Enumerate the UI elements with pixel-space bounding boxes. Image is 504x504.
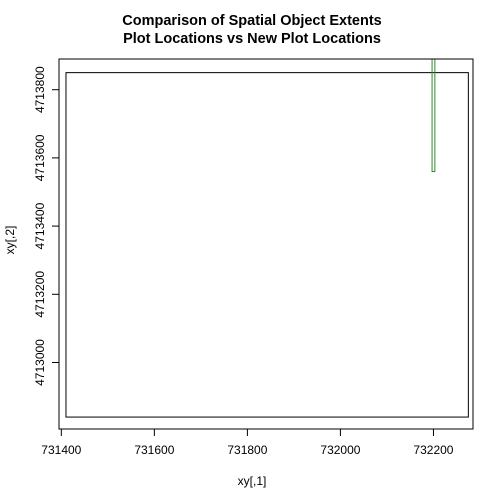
x-tick-label: 731400	[41, 443, 81, 457]
y-tick-label: 4713600	[33, 134, 47, 181]
x-axis-label: xy[,1]	[237, 474, 267, 488]
y-tick-label: 4713400	[33, 202, 47, 249]
series-extent-1	[65, 72, 469, 418]
y-axis-label: xy[,2]	[3, 225, 17, 255]
chart-title: Comparison of Spatial Object Extents	[122, 13, 382, 29]
plot-box	[58, 58, 474, 430]
y-tick-label: 4713000	[33, 339, 47, 386]
series-extent-2	[431, 59, 436, 173]
y-tick-label: 4713800	[33, 66, 47, 113]
x-tick-label: 731600	[134, 443, 174, 457]
y-tick-label: 4713200	[33, 271, 47, 318]
x-tick-label: 732000	[320, 443, 360, 457]
chart-subtitle: Plot Locations vs New Plot Locations	[123, 31, 381, 47]
x-tick-label: 731800	[227, 443, 267, 457]
x-tick-label: 732200	[413, 443, 453, 457]
